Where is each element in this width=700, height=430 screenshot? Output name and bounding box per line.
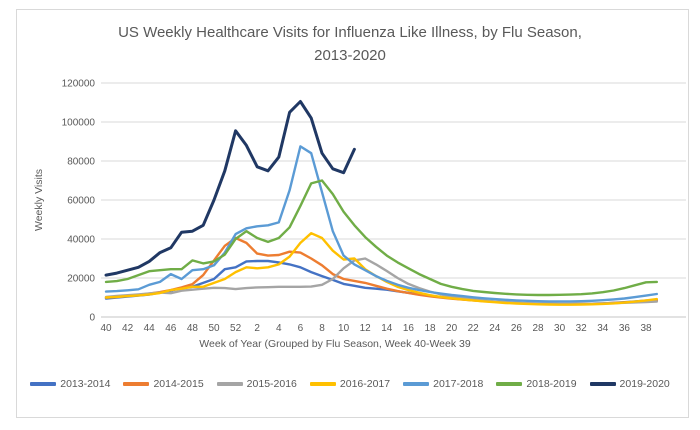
x-tick-label-10: 10 (338, 323, 350, 334)
x-tick-label-30: 30 (554, 323, 566, 334)
x-tick-label-50: 50 (208, 323, 220, 334)
series-line-2019-2020 (104, 100, 356, 277)
y-tick-label-20000: 20000 (67, 274, 95, 285)
y-tick-label-80000: 80000 (67, 157, 95, 168)
legend-label-2014-2015: 2014-2015 (153, 378, 204, 390)
legend-label-2013-2014: 2013-2014 (60, 378, 111, 390)
x-tick-label-14: 14 (381, 323, 393, 334)
x-tick-label-26: 26 (511, 323, 523, 334)
legend-item-2013-2014: 2013-2014 (30, 378, 110, 390)
x-tick-label-52: 52 (230, 323, 242, 334)
series-lines (104, 100, 658, 306)
series-line-2017-2018 (104, 145, 658, 303)
y-axis-tick-labels: 0 20000 40000 60000 80000 100000 120000 (62, 79, 96, 324)
legend-label-2016-2017: 2016-2017 (339, 378, 391, 390)
chart-title-line2: 2013-2020 (314, 47, 386, 64)
x-tick-label-48: 48 (187, 323, 199, 334)
legend-item-2018-2019: 2018-2019 (496, 378, 577, 390)
x-tick-label-24: 24 (489, 323, 501, 334)
x-tick-label-36: 36 (619, 323, 631, 334)
x-tick-label-42: 42 (122, 323, 134, 334)
legend-swatch-2013-2014 (30, 382, 57, 386)
x-tick-label-4: 4 (276, 323, 282, 334)
x-tick-label-12: 12 (360, 323, 372, 334)
x-tick-label-18: 18 (424, 323, 436, 334)
series-line-2015-2016 (104, 257, 658, 306)
gridlines (101, 82, 686, 318)
legend-item-2016-2017: 2016-2017 (309, 378, 391, 390)
chart-frame (16, 9, 689, 418)
x-tick-label-44: 44 (144, 323, 156, 334)
x-tick-label-16: 16 (403, 323, 415, 334)
x-axis-tick-labels: 40 42 44 46 48 50 52 2 4 6 8 10 12 14 16 18 20 22 24 26 28 30… (100, 323, 652, 334)
legend-swatch-2014-2015 (123, 382, 150, 386)
series-line-2018-2019 (104, 179, 658, 297)
y-tick-label-60000: 60000 (67, 196, 95, 207)
x-tick-label-32: 32 (576, 323, 588, 334)
x-tick-label-38: 38 (640, 323, 652, 334)
legend-label-2015-2016: 2015-2016 (246, 378, 297, 390)
x-tick-label-28: 28 (532, 323, 544, 334)
x-tick-label-8: 8 (319, 323, 325, 334)
legend-item-2015-2016: 2015-2016 (216, 378, 297, 390)
legend-label-2019-2020: 2019-2020 (619, 378, 670, 390)
x-tick-label-40: 40 (100, 323, 112, 334)
legend-swatch-2015-2016 (216, 382, 243, 386)
x-tick-label-34: 34 (597, 323, 609, 334)
x-tick-label-6: 6 (298, 323, 304, 334)
x-tick-label-2: 2 (254, 323, 260, 334)
y-tick-label-120000: 120000 (62, 79, 96, 90)
y-tick-label-100000: 100000 (62, 118, 96, 129)
y-tick-label-40000: 40000 (67, 235, 95, 246)
legend-item-2014-2015: 2014-2015 (123, 378, 204, 390)
legend-swatch-2018-2019 (496, 382, 523, 386)
legend-swatch-2017-2018 (403, 382, 430, 386)
legend: 2013-2014 2014-2015 2015-2016 2016-2017 2017… (0, 378, 700, 390)
legend-swatch-2016-2017 (309, 382, 336, 386)
x-axis-title: Week of Year (Grouped by Flu Season, Wee… (199, 338, 471, 350)
legend-item-2017-2018: 2017-2018 (403, 378, 483, 390)
x-tick-label-20: 20 (446, 323, 458, 334)
y-tick-label-0: 0 (89, 313, 95, 324)
legend-label-2018-2019: 2018-2019 (526, 378, 577, 390)
legend-item-2019-2020: 2019-2020 (589, 378, 670, 390)
legend-swatch-2019-2020 (589, 382, 616, 386)
y-axis-title: Weekly Visits (33, 169, 45, 231)
legend-label-2017-2018: 2017-2018 (433, 378, 484, 390)
x-tick-label-22: 22 (468, 323, 480, 334)
chart-title-line1: US Weekly Healthcare Visits for Influenz… (118, 24, 582, 41)
x-tick-label-46: 46 (165, 323, 177, 334)
chart-title: US Weekly Healthcare Visits for Influenz… (0, 21, 700, 67)
